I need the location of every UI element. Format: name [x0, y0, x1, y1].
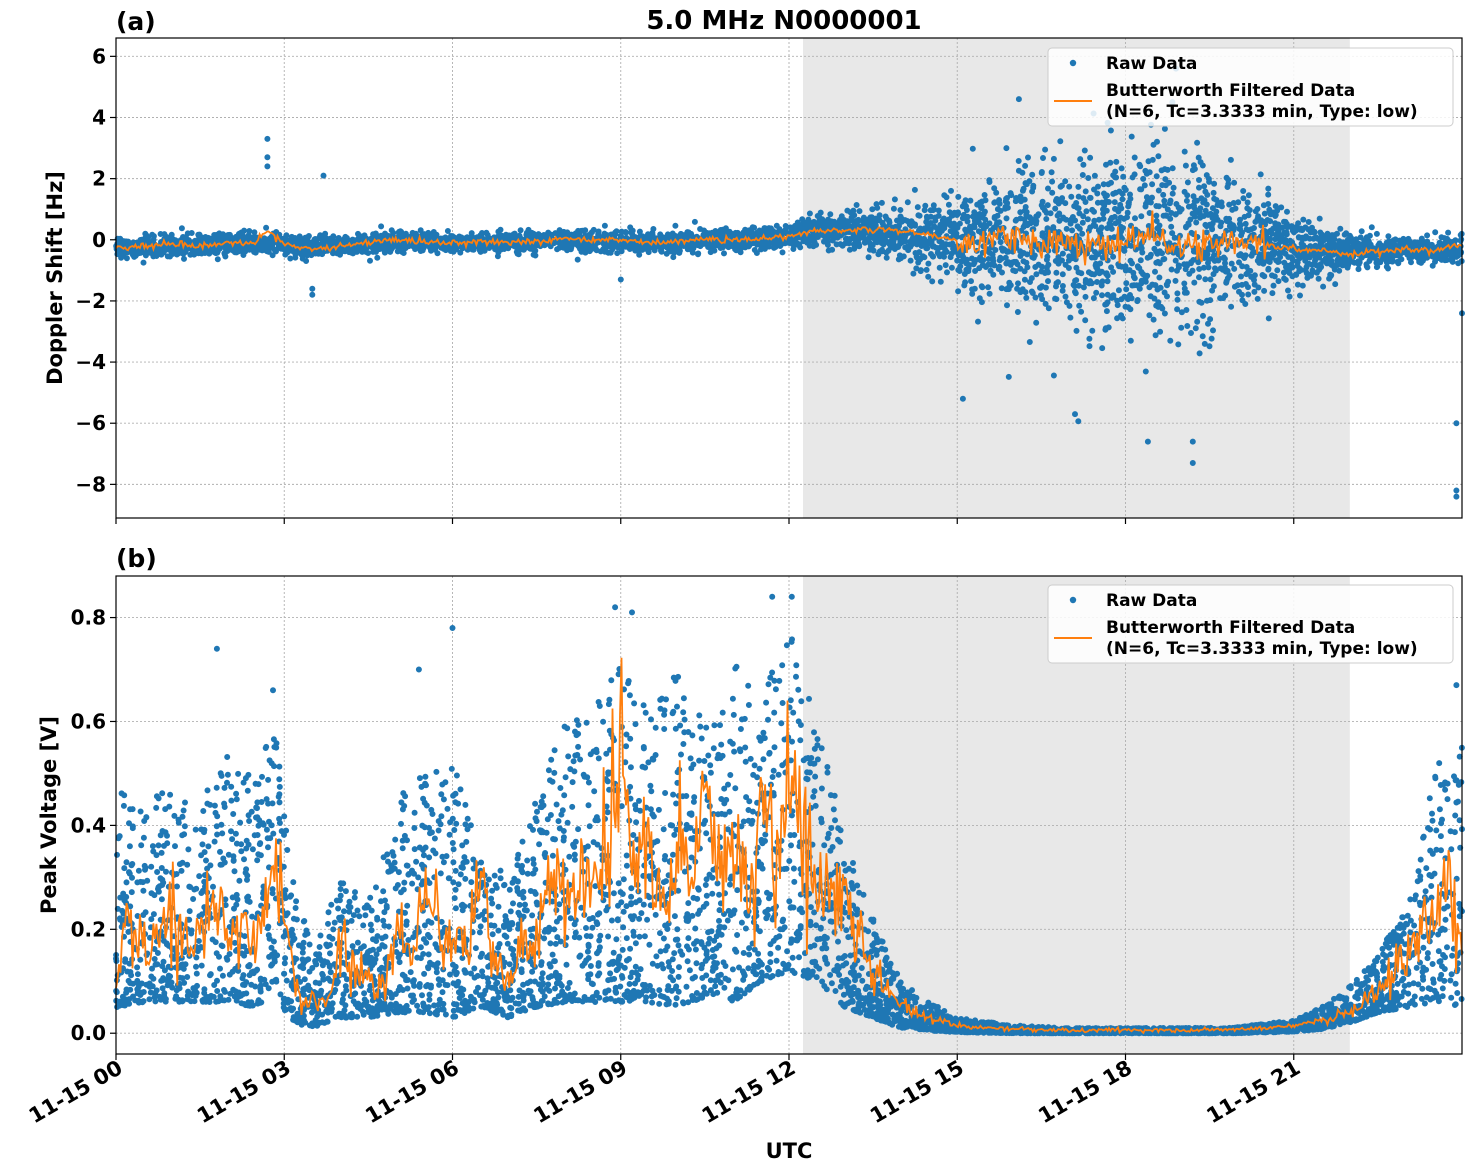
- y-tick-label: 6: [92, 44, 106, 68]
- x-tick-label: 11-15 21: [1202, 1056, 1304, 1129]
- y-tick-label: 4: [92, 105, 106, 129]
- x-tick-label: 11-15 12: [698, 1056, 800, 1129]
- panel-b-filtered-line: [115, 657, 1463, 1035]
- panel-b-raw-data-points: [113, 593, 1465, 1037]
- legend-raw-label: Raw Data: [1106, 591, 1197, 611]
- legend-filtered-params: (N=6, Tc=3.3333 min, Type: low): [1106, 102, 1418, 122]
- x-tick-label: 11-15 09: [529, 1056, 631, 1129]
- y-tick-label: 0: [92, 228, 106, 252]
- y-tick-label: −2: [75, 289, 106, 313]
- legend-raw-marker: [1069, 596, 1077, 604]
- raw-data-scatter: [113, 593, 1465, 1037]
- x-axis-label: UTC: [766, 1139, 813, 1163]
- y-tick-label: 0.8: [71, 606, 106, 630]
- y-tick-label: −8: [75, 472, 106, 496]
- panel-b-plot: 0.0 0.2 0.4 0.6 0.8 11-15 00 11-15 03 11-15 06…: [25, 575, 1465, 1163]
- filtered-data-line: [115, 210, 1463, 266]
- panel-b-legend: Raw Data Butterworth Filtered Data (N=6,…: [1047, 584, 1454, 664]
- panel-b-y-ticks: 0.0 0.2 0.4 0.6 0.8: [71, 606, 116, 1045]
- panel-a-label: (a): [116, 7, 156, 36]
- y-tick-label: −4: [75, 350, 106, 374]
- x-tick-label: 11-15 03: [193, 1056, 295, 1129]
- y-tick-label: −6: [75, 411, 106, 435]
- legend-raw-label: Raw Data: [1106, 54, 1197, 74]
- panel-b-x-ticks: 11-15 00 11-15 03 11-15 06 11-15 09 11-15 12…: [25, 1054, 1304, 1129]
- panel-a-filtered-line: [115, 210, 1463, 266]
- chart-title: 5.0 MHz N0000001: [646, 6, 921, 36]
- y-tick-label: 0.4: [71, 813, 106, 837]
- x-tick-label: 11-15 18: [1034, 1056, 1136, 1129]
- panel-a-legend: Raw Data Butterworth Filtered Data (N=6,…: [1047, 47, 1454, 127]
- legend-filtered-label: Butterworth Filtered Data: [1106, 81, 1355, 101]
- panel-b-label: (b): [116, 544, 157, 573]
- raw-data-scatter: [113, 65, 1466, 500]
- y-tick-label: 2: [92, 167, 106, 191]
- legend-raw-marker: [1069, 59, 1077, 67]
- filtered-data-line: [115, 657, 1463, 1035]
- x-tick-label: 11-15 15: [866, 1056, 968, 1129]
- panel-a-x-ticks: [115, 518, 1295, 524]
- y-tick-label: 0.2: [71, 917, 106, 941]
- legend-filtered-params: (N=6, Tc=3.3333 min, Type: low): [1106, 639, 1418, 659]
- panel-a-raw-data-points: [113, 65, 1466, 500]
- panel-a-y-ticks: 6 4 2 0 −2 −4 −6 −8: [75, 44, 116, 496]
- panel-a-plot: 6 4 2 0 −2 −4 −6 −8 Doppler Shift [Hz] Raw Data…: [43, 37, 1466, 524]
- y-tick-label: 0.0: [71, 1021, 106, 1045]
- panel-b-ylabel: Peak Voltage [V]: [37, 716, 61, 914]
- y-tick-label: 0.6: [71, 709, 106, 733]
- x-tick-label: 11-15 06: [361, 1056, 463, 1129]
- panel-a-ylabel: Doppler Shift [Hz]: [43, 171, 67, 385]
- x-tick-label: 11-15 00: [25, 1056, 127, 1129]
- legend-filtered-label: Butterworth Filtered Data: [1106, 618, 1355, 638]
